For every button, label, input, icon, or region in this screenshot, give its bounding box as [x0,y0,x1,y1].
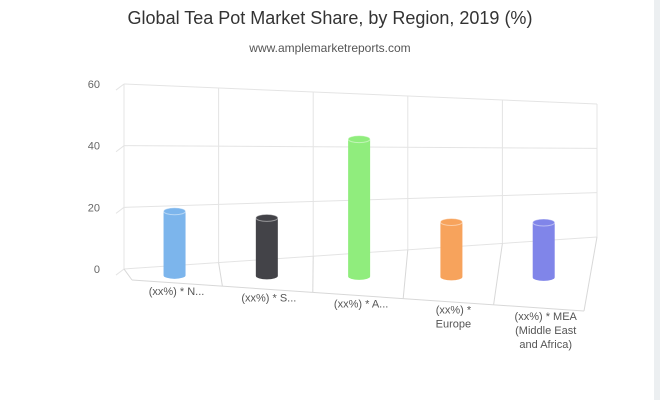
x-tick-line: (xx%) * A... [334,299,388,311]
x-axis-ticks: (xx%) * N... (xx%) * S... (xx%) * A... (xx%… [149,286,578,351]
x-tick-line: (xx%) * N... [149,286,205,298]
bar-4[interactable] [439,218,463,281]
floor-divider [493,243,503,305]
floor-divider [123,268,133,281]
gridline [123,83,598,105]
bars [163,135,556,281]
y-tick-label: 20 [88,202,100,214]
floor-divider [583,236,598,312]
side-gridline [115,268,125,276]
y-tick-label: 0 [94,264,100,276]
floor-divider [402,249,409,299]
x-tick-line: (xx%) * S... [241,292,296,304]
gridlines [115,83,598,312]
x-tick-label: (xx%) * A... [334,299,388,311]
y-tick-label: 40 [88,141,100,153]
x-tick-label: (xx%) * S... [241,292,296,304]
side-gridline [115,83,125,91]
x-tick-label: (xx%) * Europe [436,305,472,331]
bar-top [255,213,279,222]
bar-3[interactable] [347,135,371,280]
bar-5[interactable] [532,218,556,281]
x-tick-line: (xx%) * [436,305,472,317]
bar-body [348,139,371,280]
bar-body [532,222,555,281]
x-tick-line: and Africa) [519,339,572,351]
right-edge-strip [654,0,660,400]
y-tick-label: 60 [88,79,100,91]
bar-1[interactable] [163,207,187,279]
bar-body [163,211,186,279]
bar-top [163,207,187,216]
x-tick-label: (xx%) * MEA (Middle East and Africa) [515,311,578,351]
x-tick-line: (xx%) * MEA [515,311,578,323]
side-gridline [115,206,125,214]
bar-top [439,218,463,227]
x-tick-line: Europe [436,319,471,331]
y-axis-ticks: 0 20 40 60 [88,79,100,276]
floor-front-edge [131,279,585,312]
floor-divider [218,262,223,287]
x-tick-line: (Middle East [515,325,576,337]
chart-subtitle: www.amplemarketreports.com [248,41,410,55]
x-tick-label: (xx%) * N... [149,286,205,298]
side-gridline [115,145,125,153]
bar-top [532,218,556,227]
bar-body [255,217,278,280]
chart-title: Global Tea Pot Market Share, by Region, … [128,8,533,28]
bar-body [440,222,463,281]
bar-top [347,135,371,144]
bar-2[interactable] [255,213,279,280]
